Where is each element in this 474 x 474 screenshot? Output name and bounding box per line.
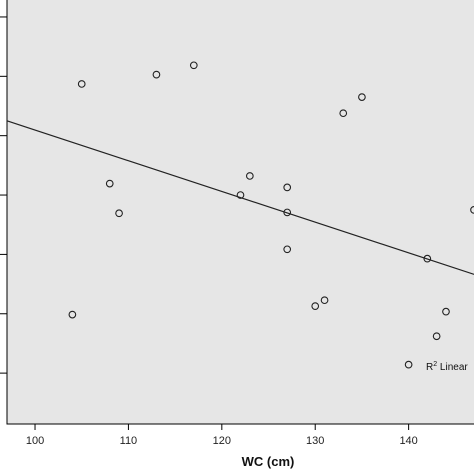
data-point-18 <box>442 307 450 316</box>
legend-r2-linear: R2 Linear <box>426 361 468 373</box>
data-point-4 <box>152 70 161 79</box>
data-point-15 <box>404 360 413 369</box>
x-axis-tick-labels: 100 110 120 130 140 <box>26 435 418 447</box>
data-point-10 <box>283 245 292 254</box>
data-point-0 <box>68 310 77 319</box>
data-point-7 <box>245 172 254 180</box>
y-axis-ticks <box>0 16 7 374</box>
data-point-13 <box>339 109 348 118</box>
data-point-14 <box>358 93 366 101</box>
x-tick-label-110: 110 <box>120 435 138 447</box>
legend-prefix: R <box>426 362 433 373</box>
x-tick-label-100: 100 <box>26 435 44 447</box>
plot-background <box>6 0 474 425</box>
x-tick-label-120: 120 <box>213 435 231 447</box>
data-point-16 <box>423 254 432 263</box>
data-point-9 <box>283 208 292 217</box>
data-point-2 <box>105 179 114 188</box>
data-points <box>68 61 474 369</box>
data-point-6 <box>236 191 245 199</box>
legend-suffix: Linear <box>437 362 468 373</box>
data-point-8 <box>283 183 292 192</box>
linear-fit-line <box>6 120 474 275</box>
data-point-11 <box>311 302 320 310</box>
data-point-5 <box>189 61 198 70</box>
x-axis-ticks <box>34 424 410 430</box>
data-point-17 <box>432 332 441 341</box>
data-point-3 <box>115 209 123 218</box>
x-axis-title: WC (cm) <box>242 454 295 469</box>
data-point-12 <box>320 296 329 305</box>
legend-superscript: 2 <box>433 361 437 368</box>
x-tick-label-130: 130 <box>306 435 324 447</box>
data-point-19 <box>470 206 474 214</box>
data-point-1 <box>77 80 86 88</box>
x-tick-label-140: 140 <box>399 435 417 447</box>
